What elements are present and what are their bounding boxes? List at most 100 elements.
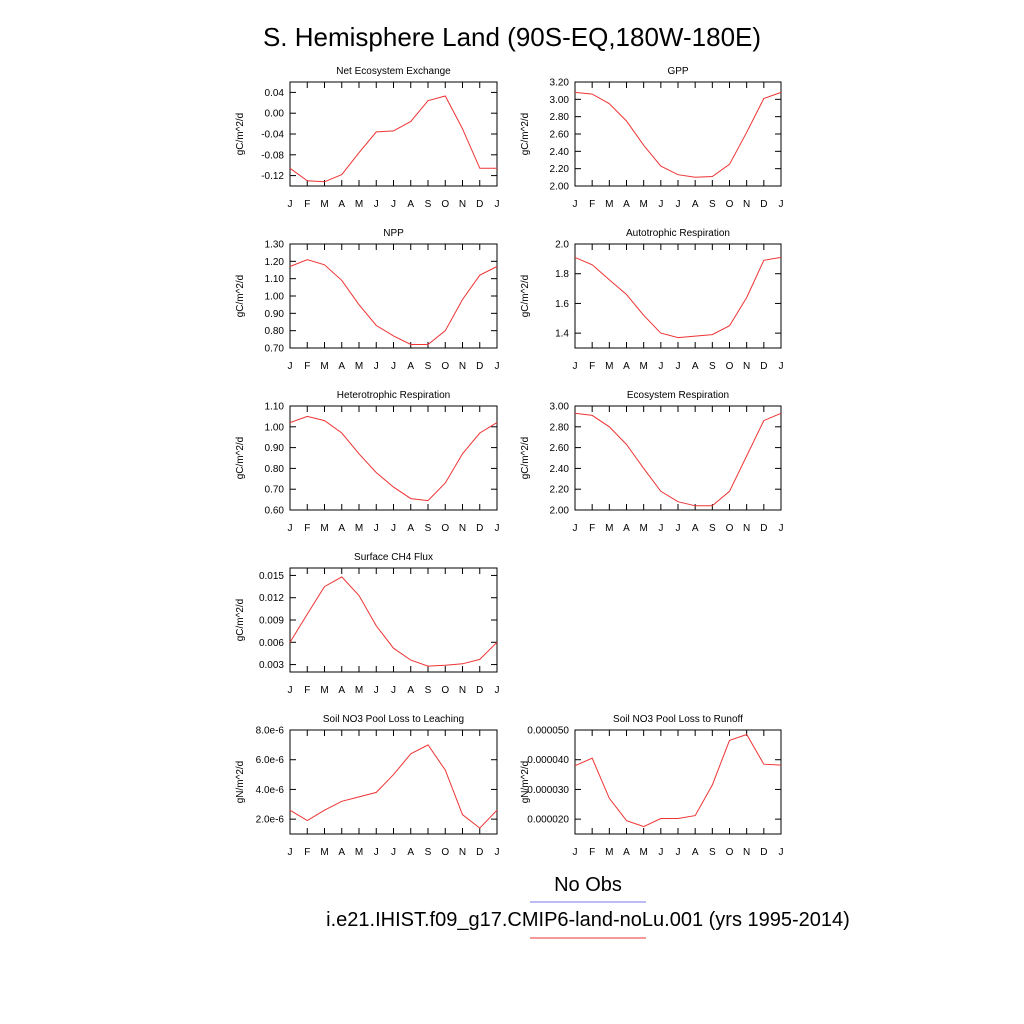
legend-obs-label: No Obs <box>554 874 622 896</box>
x-tick-label: A <box>692 361 699 372</box>
x-tick-label: J <box>288 523 293 534</box>
x-tick-label: J <box>676 523 681 534</box>
x-tick-label: D <box>476 685 483 696</box>
y-tick-label: 2.80 <box>550 112 570 123</box>
page-title: S. Hemisphere Land (90S-EQ,180W-180E) <box>263 22 761 52</box>
x-tick-label: J <box>374 361 379 372</box>
x-tick-label: J <box>374 685 379 696</box>
y-tick-label: 2.20 <box>550 485 570 496</box>
x-tick-label: J <box>779 361 784 372</box>
x-tick-label: F <box>304 523 310 534</box>
x-tick-label: J <box>658 847 663 858</box>
y-tick-label: -0.08 <box>261 150 284 161</box>
x-tick-label: A <box>338 847 345 858</box>
x-tick-label: N <box>459 523 466 534</box>
x-tick-label: D <box>760 523 767 534</box>
x-tick-label: O <box>441 523 449 534</box>
x-tick-label: M <box>639 199 647 210</box>
y-tick-label: 0.70 <box>265 485 285 496</box>
x-tick-label: J <box>391 361 396 372</box>
y-tick-label: 0.04 <box>265 88 285 99</box>
y-tick-label: 0.015 <box>259 571 284 582</box>
panel-title: Ecosystem Respiration <box>627 390 729 401</box>
x-tick-label: A <box>338 361 345 372</box>
y-tick-label: 0.012 <box>259 593 284 604</box>
x-tick-label: O <box>441 847 449 858</box>
x-tick-label: M <box>320 523 328 534</box>
x-tick-label: F <box>589 361 595 372</box>
plot-frame <box>289 567 498 673</box>
x-tick-label: J <box>658 199 663 210</box>
x-tick-label: O <box>726 523 734 534</box>
x-tick-label: M <box>605 523 613 534</box>
x-tick-label: A <box>407 523 414 534</box>
x-tick-label: S <box>425 523 432 534</box>
x-tick-label: S <box>425 847 432 858</box>
x-tick-label: F <box>589 199 595 210</box>
y-axis-label: gC/m^2/d <box>520 113 531 156</box>
legend-model-label: i.e21.IHIST.f09_g17.CMIP6-land-noLu.001 … <box>326 909 850 931</box>
x-tick-label: M <box>320 685 328 696</box>
x-tick-label: A <box>623 361 630 372</box>
y-tick-label: 3.00 <box>550 95 570 106</box>
x-tick-label: J <box>573 523 578 534</box>
x-tick-label: O <box>441 199 449 210</box>
x-tick-label: D <box>476 199 483 210</box>
x-tick-label: S <box>425 361 432 372</box>
x-tick-label: D <box>476 523 483 534</box>
plot-frame <box>289 405 498 511</box>
y-tick-label: 2.60 <box>550 130 570 141</box>
x-tick-label: J <box>573 361 578 372</box>
y-tick-label: 4.0e-6 <box>256 785 285 796</box>
x-tick-label: D <box>476 361 483 372</box>
x-tick-label: A <box>407 361 414 372</box>
plot-frame <box>289 81 498 187</box>
x-tick-label: J <box>658 361 663 372</box>
x-tick-label: M <box>605 199 613 210</box>
y-tick-label: 0.000030 <box>527 785 569 796</box>
y-tick-label: 1.6 <box>555 299 569 310</box>
x-tick-label: J <box>374 523 379 534</box>
y-tick-label: 0.90 <box>265 443 285 454</box>
series-line <box>289 415 498 502</box>
series-line <box>574 91 782 178</box>
x-tick-label: J <box>658 523 663 534</box>
x-tick-label: M <box>605 361 613 372</box>
y-tick-label: 1.8 <box>555 269 569 280</box>
x-tick-label: J <box>391 847 396 858</box>
y-tick-label: 0.006 <box>259 638 284 649</box>
x-tick-label: O <box>441 361 449 372</box>
x-tick-label: O <box>726 847 734 858</box>
x-tick-label: M <box>605 847 613 858</box>
legend: No Obs i.e21.IHIST.f09_g17.CMIP6-land-no… <box>326 874 850 939</box>
y-tick-label: -0.12 <box>261 171 284 182</box>
x-tick-label: J <box>391 523 396 534</box>
panel-title: Autotrophic Respiration <box>626 228 730 239</box>
x-tick-label: N <box>743 199 750 210</box>
x-tick-label: F <box>304 847 310 858</box>
x-tick-label: J <box>676 199 681 210</box>
x-tick-label: J <box>495 847 500 858</box>
x-tick-label: D <box>760 361 767 372</box>
series-line <box>574 733 782 828</box>
x-tick-label: A <box>407 847 414 858</box>
x-tick-label: M <box>639 523 647 534</box>
y-tick-label: 3.20 <box>550 78 570 89</box>
x-tick-label: S <box>709 361 716 372</box>
x-tick-label: N <box>743 361 750 372</box>
x-tick-label: A <box>692 523 699 534</box>
y-tick-label: 2.00 <box>550 506 570 517</box>
x-tick-label: M <box>355 847 363 858</box>
series-line <box>289 259 498 345</box>
panel-title: Soil NO3 Pool Loss to Leaching <box>323 714 464 725</box>
x-tick-label: N <box>459 847 466 858</box>
x-tick-label: F <box>304 361 310 372</box>
x-tick-label: J <box>779 847 784 858</box>
plot-frame <box>574 243 782 349</box>
x-tick-label: M <box>355 685 363 696</box>
y-tick-label: 0.00 <box>265 109 285 120</box>
x-tick-label: N <box>743 523 750 534</box>
